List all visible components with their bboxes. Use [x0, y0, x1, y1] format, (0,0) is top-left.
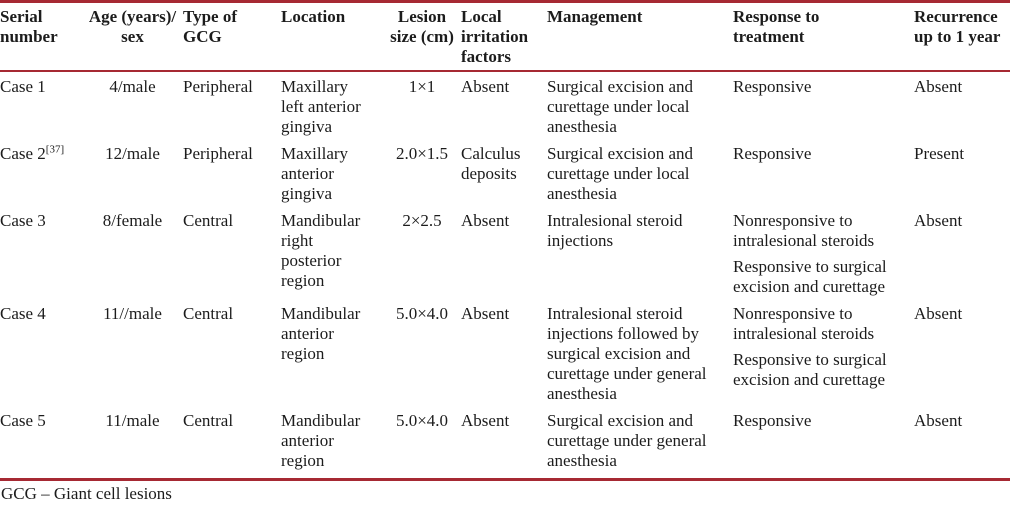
cell-response: Nonresponsive to intralesional steroids …: [733, 304, 914, 411]
cell-serial: Case 2[37]: [0, 144, 84, 211]
cell-recurrence: Present: [914, 144, 965, 163]
cell-location: Mandibular anterior region: [281, 304, 361, 363]
response-paragraph: Responsive: [733, 411, 812, 430]
cell-lesion-size: 5.0×4.0: [395, 411, 449, 430]
response-paragraph: Responsive to surgical excision and cure…: [733, 257, 887, 296]
cell-irritation: Absent: [461, 411, 510, 430]
cell-management: Intralesional steroid injections: [547, 211, 683, 250]
cell-irritation: Absent: [461, 211, 510, 230]
response-paragraph: Nonresponsive to intralesional steroids: [733, 304, 875, 343]
header-row: Serial number Age (years)/ sex Type of G…: [0, 1, 1010, 72]
cell-location: Mandibular anterior region: [281, 411, 361, 470]
cell-serial: Case 1: [0, 71, 84, 144]
cell-response: Responsive: [733, 144, 914, 211]
cell-lesion-size: 2×2.5: [402, 211, 442, 230]
case-label: Case 4: [0, 304, 46, 323]
cell-type: Central: [183, 304, 234, 323]
cell-age-sex: 12/male: [105, 144, 160, 163]
cell-serial: Case 4: [0, 304, 84, 411]
cell-irritation: Absent: [461, 304, 510, 323]
citation-superscript: [37]: [45, 143, 65, 156]
cell-age-sex: 11/male: [105, 411, 160, 430]
response-paragraph: Responsive to surgical excision and cure…: [733, 350, 887, 389]
cell-location: Mandibular right posterior region: [281, 211, 361, 290]
col-header-recurrence: Recurrence up to 1 year: [914, 1, 1010, 72]
cell-type: Peripheral: [183, 77, 253, 96]
cell-recurrence: Absent: [914, 411, 963, 430]
cell-recurrence: Absent: [914, 211, 963, 230]
table-row-case-1: Case 1 4/male Peripheral Maxillary left …: [0, 71, 1010, 144]
col-header-local-irritation-factors: Local irritation factors: [461, 1, 547, 72]
cell-type: Central: [183, 211, 234, 230]
table-header: Serial number Age (years)/ sex Type of G…: [0, 1, 1010, 72]
col-header-type-of-gcg: Type of GCG: [183, 1, 281, 72]
case-series-table: Serial number Age (years)/ sex Type of G…: [0, 0, 1010, 480]
cell-response: Responsive: [733, 71, 914, 144]
table-row-case-2: Case 2[37] 12/male Peripheral Maxillary …: [0, 144, 1010, 211]
table-body: Case 1 4/male Peripheral Maxillary left …: [0, 71, 1010, 480]
cell-response: Nonresponsive to intralesional steroids …: [733, 211, 914, 304]
cell-location: Maxillary anterior gingiva: [281, 144, 349, 203]
table-row-case-5: Case 5 11/male Central Mandibular anteri…: [0, 411, 1010, 480]
cell-management: Surgical excision and curettage under lo…: [547, 77, 694, 136]
cell-age-sex: 11//male: [103, 304, 162, 323]
cell-management: Surgical excision and curettage under lo…: [547, 144, 694, 203]
cell-management: Intralesional steroid injections followe…: [547, 304, 707, 403]
cell-lesion-size: 5.0×4.0: [395, 304, 449, 323]
cell-serial: Case 3: [0, 211, 84, 304]
case-label: Case 2: [0, 144, 46, 163]
col-header-serial-number: Serial number: [0, 1, 84, 72]
cell-serial: Case 5: [0, 411, 84, 480]
response-paragraph: Nonresponsive to intralesional steroids: [733, 211, 875, 250]
col-header-age-sex: Age (years)/ sex: [84, 1, 183, 72]
case-label: Case 5: [0, 411, 46, 430]
cell-recurrence: Absent: [914, 77, 963, 96]
col-header-management: Management: [547, 1, 733, 72]
response-paragraph: Responsive: [733, 77, 812, 96]
cell-lesion-size: 2.0×1.5: [395, 144, 449, 163]
cell-management: Surgical excision and curettage under ge…: [547, 411, 707, 470]
table-footnote: GCG – Giant cell lesions: [1, 484, 172, 503]
case-label: Case 3: [0, 211, 46, 230]
cell-age-sex: 8/female: [102, 211, 163, 230]
col-header-location: Location: [281, 1, 385, 72]
table-row-case-3: Case 3 8/female Central Mandibular right…: [0, 211, 1010, 304]
cell-age-sex: 4/male: [109, 77, 156, 96]
col-header-response-to-treatment: Response to treatment: [733, 1, 914, 72]
response-paragraph: Responsive: [733, 144, 812, 163]
cell-type: Peripheral: [183, 144, 253, 163]
cell-type: Central: [183, 411, 234, 430]
cell-irritation: Absent: [461, 77, 510, 96]
cell-recurrence: Absent: [914, 304, 963, 323]
cell-lesion-size: 1×1: [408, 77, 436, 96]
case-label: Case 1: [0, 77, 46, 96]
cell-location: Maxillary left anterior gingiva: [281, 77, 361, 136]
col-header-lesion-size: Lesion size (cm): [385, 1, 461, 72]
cell-irritation: Calculus deposits: [461, 144, 521, 183]
table-row-case-4: Case 4 11//male Central Mandibular anter…: [0, 304, 1010, 411]
cell-response: Responsive: [733, 411, 914, 480]
